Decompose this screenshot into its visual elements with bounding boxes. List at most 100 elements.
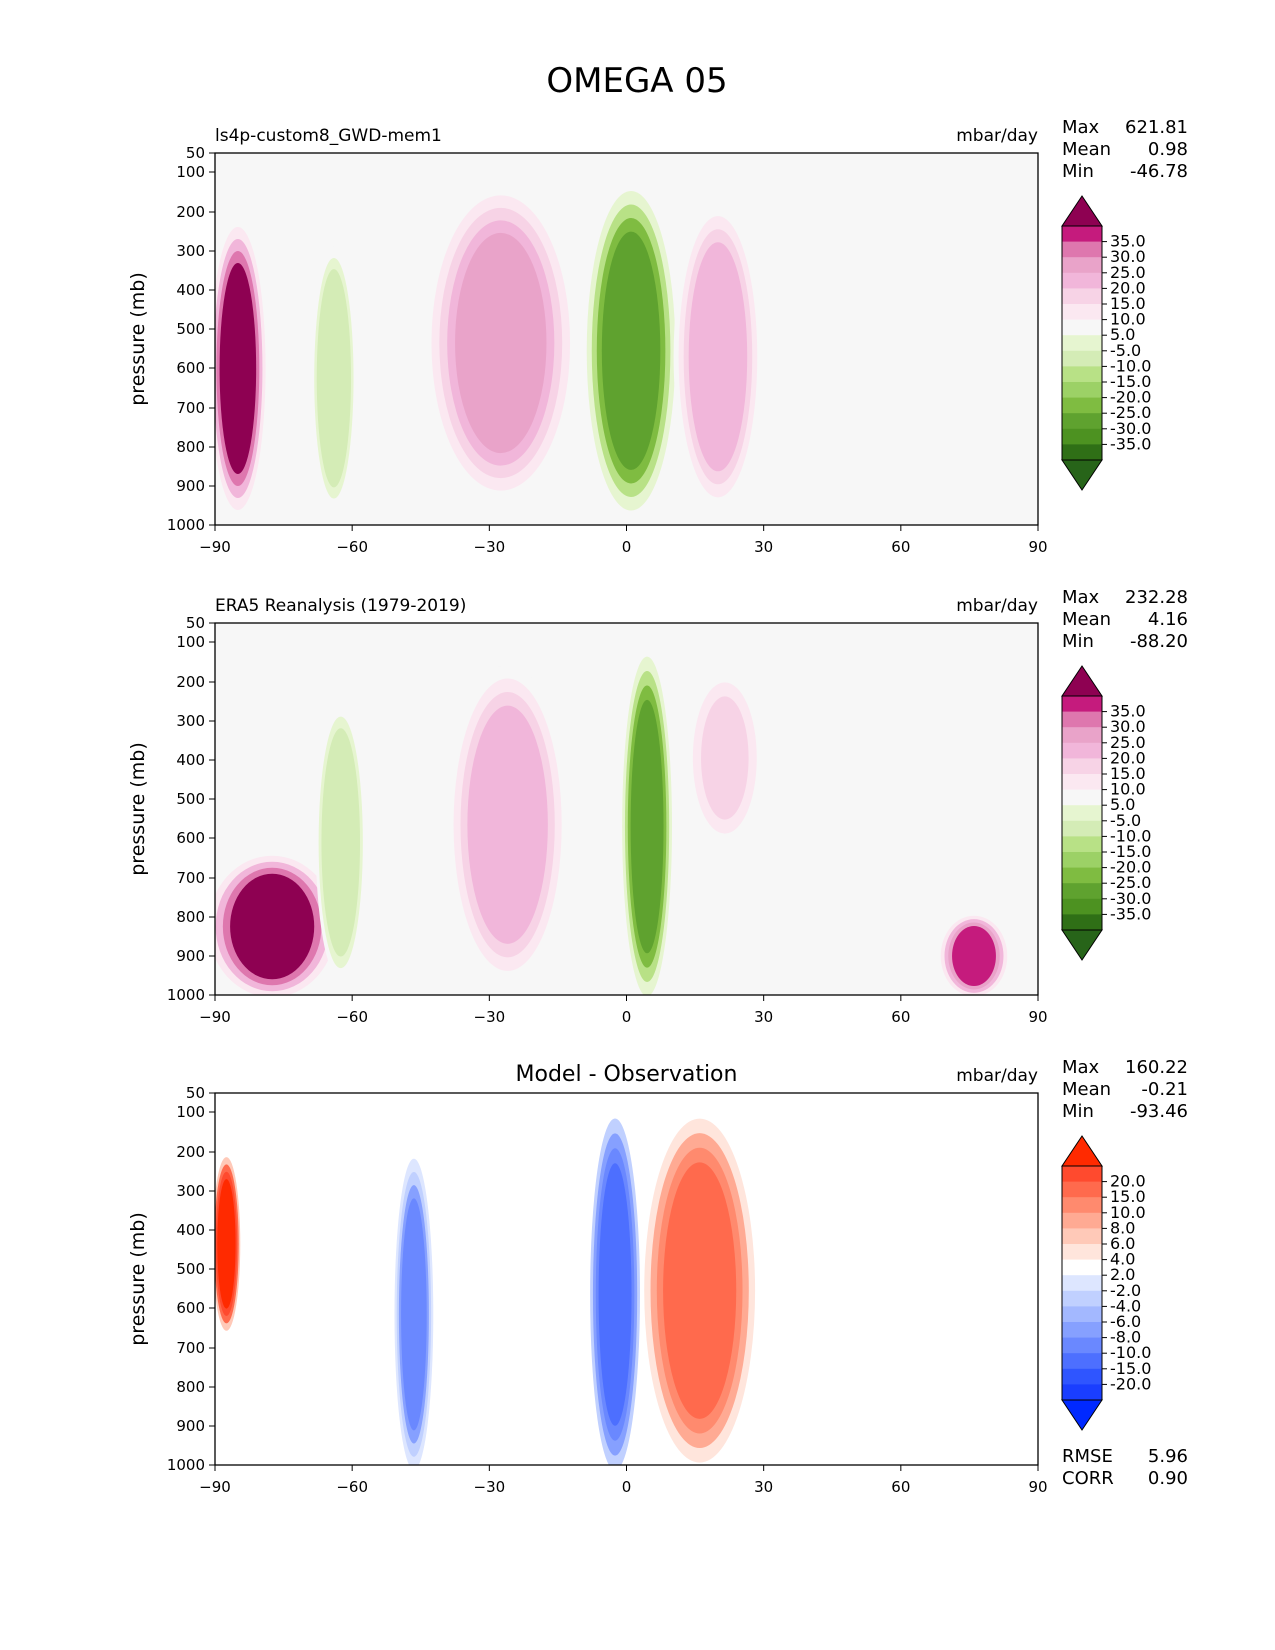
y-tick-label: 900	[176, 947, 205, 965]
y-tick-label: 50	[186, 1084, 205, 1102]
y-tick-label: 100	[176, 633, 205, 651]
contour-southern-polar-descent-level-3	[219, 263, 257, 474]
stat-label: Mean	[1062, 609, 1111, 630]
colorbar-segment	[1062, 428, 1102, 445]
colorbar-label: -8.0	[1110, 1328, 1141, 1347]
contour-itcz-ascent-level-3	[630, 699, 664, 954]
stat-value: 232.28	[1125, 587, 1188, 608]
y-tick-label: 700	[176, 869, 205, 887]
y-tick-label: 500	[176, 790, 205, 808]
colorbar-label: 5.0	[1110, 795, 1135, 814]
colorbar-label: 10.0	[1110, 310, 1146, 329]
stat-value: -0.21	[1141, 1079, 1188, 1100]
y-tick-label: 1000	[167, 986, 205, 1004]
contour-tropical-negative-level-3	[598, 1163, 632, 1426]
x-tick-label: 90	[1028, 538, 1047, 556]
colorbar-segment	[1062, 1212, 1102, 1229]
colorbar-segment	[1062, 1275, 1102, 1292]
colorbar-segment	[1062, 852, 1102, 869]
y-tick-label: 300	[176, 712, 205, 730]
y-tick-label: 200	[176, 1143, 205, 1161]
colorbar-label: 6.0	[1110, 1234, 1135, 1253]
colorbar-segment	[1062, 1228, 1102, 1245]
contour-subtropical-descent-south-level-3	[455, 232, 547, 454]
stat-value: 621.81	[1125, 117, 1188, 138]
panel-left-label: ls4p-custom8_GWD-mem1	[215, 126, 442, 146]
colorbar-bottom-triangle	[1061, 459, 1103, 491]
y-tick-label: 100	[176, 163, 205, 181]
colorbar-segment	[1062, 883, 1102, 900]
y-tick-label: 800	[176, 438, 205, 456]
y-tick-label: 500	[176, 320, 205, 338]
colorbar-segment	[1062, 1197, 1102, 1214]
colorbar-segment	[1062, 742, 1102, 759]
colorbar-label: 5.0	[1110, 325, 1135, 344]
contour-arctic-descent-level-3	[952, 925, 996, 987]
contour-southern-polar-positive-level-3	[217, 1179, 236, 1309]
contour-itcz-ascent-level-3	[601, 231, 661, 470]
stat-label: Min	[1062, 1101, 1094, 1122]
colorbar-label: 8.0	[1110, 1218, 1135, 1237]
colorbar-segment	[1062, 1259, 1102, 1276]
contour-antarctic-descent-level-3	[230, 873, 315, 980]
contour-northern-subtropical-positive-level-3	[663, 1162, 737, 1419]
y-tick-label: 300	[176, 242, 205, 260]
colorbar-label: -30.0	[1110, 889, 1151, 908]
colorbar-label: 15.0	[1110, 1187, 1146, 1206]
y-tick-label: 700	[176, 399, 205, 417]
stat-value: 0.98	[1148, 139, 1188, 160]
x-tick-label: −30	[474, 538, 506, 556]
x-tick-label: 60	[891, 538, 910, 556]
panel-units: mbar/day	[956, 596, 1038, 616]
x-tick-label: −90	[199, 1008, 231, 1026]
colorbar-label: 30.0	[1110, 717, 1146, 736]
colorbar-segment	[1062, 1181, 1102, 1198]
y-tick-label: 900	[176, 477, 205, 495]
x-tick-label: −30	[474, 1478, 506, 1496]
colorbar-label: -5.0	[1110, 811, 1141, 830]
contour-subtropical-descent-north-level-3	[688, 242, 748, 472]
colorbar-label: 15.0	[1110, 294, 1146, 313]
colorbar-label: -25.0	[1110, 403, 1151, 422]
panel-units: mbar/day	[956, 1066, 1038, 1086]
y-tick-label: 900	[176, 1417, 205, 1435]
colorbar-label: -15.0	[1110, 372, 1151, 391]
colorbar-bottom-triangle	[1061, 1399, 1103, 1431]
colorbar-segment	[1062, 696, 1102, 713]
panel-left-label: ERA5 Reanalysis (1979-2019)	[215, 596, 466, 616]
stat-label: Mean	[1062, 1079, 1111, 1100]
extra-stat-label: RMSE	[1062, 1446, 1113, 1467]
colorbar-segment	[1062, 820, 1102, 837]
x-tick-label: 90	[1028, 1008, 1047, 1026]
colorbar-segment	[1062, 1166, 1102, 1183]
stat-value: -46.78	[1130, 161, 1188, 182]
colorbar-label: 2.0	[1110, 1265, 1135, 1284]
y-tick-label: 600	[176, 1299, 205, 1317]
y-tick-label: 300	[176, 1182, 205, 1200]
extra-stat-value: 5.96	[1148, 1446, 1188, 1467]
y-tick-label: 200	[176, 673, 205, 691]
y-tick-label: 800	[176, 908, 205, 926]
colorbar-segment	[1062, 1244, 1102, 1261]
colorbar-label: -35.0	[1110, 904, 1151, 923]
colorbar-label: 15.0	[1110, 764, 1146, 783]
x-tick-label: −90	[199, 1478, 231, 1496]
x-tick-label: 60	[891, 1008, 910, 1026]
y-tick-label: 50	[186, 144, 205, 162]
panel-title: Model - Observation	[516, 1062, 738, 1087]
y-tick-label: 400	[176, 751, 205, 769]
colorbar-label: -5.0	[1110, 341, 1141, 360]
colorbar-frame	[1061, 225, 1103, 461]
colorbar-top-triangle	[1061, 665, 1103, 697]
colorbar-segment	[1062, 288, 1102, 305]
x-tick-label: 0	[622, 1478, 632, 1496]
colorbar-segment	[1062, 413, 1102, 430]
x-tick-label: −90	[199, 538, 231, 556]
contour-field	[215, 190, 763, 511]
contour-field	[215, 656, 1008, 995]
colorbar-label: 20.0	[1110, 1172, 1146, 1191]
